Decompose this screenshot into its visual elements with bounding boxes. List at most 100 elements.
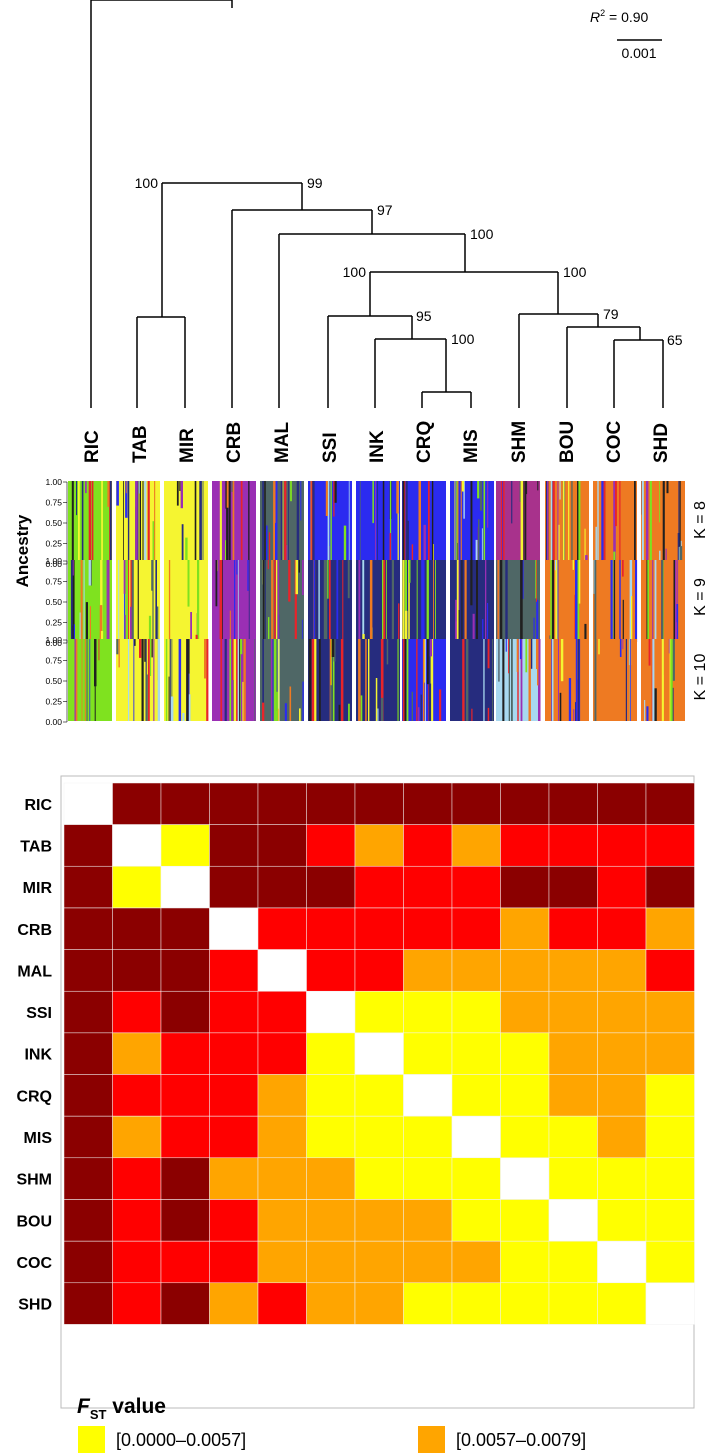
heatmap-cell [112,1282,162,1325]
heatmap-cell [160,949,210,992]
individual-bar [79,612,81,642]
individual-bar [402,639,406,721]
ancestry-block [356,481,400,563]
individual-bar [195,634,198,642]
individual-bar [81,639,83,721]
y-tick-label: 0.00 [45,717,62,727]
heatmap-cell [597,866,647,909]
individual-bar [652,560,654,642]
individual-bar [109,481,112,563]
individual-bar [551,639,554,721]
individual-bar [479,481,483,511]
individual-bar [312,481,314,491]
individual-bar [360,695,363,721]
individual-bar [336,560,339,642]
individual-bar [649,481,652,563]
dendro-branch [136,316,186,408]
individual-bar [151,560,153,591]
individual-bar [154,481,156,563]
individual-bar [240,639,243,655]
population-label: CRB [224,422,245,463]
individual-bar [284,481,287,563]
individual-bar [476,560,478,642]
individual-bar [128,639,130,721]
individual-bar [168,560,171,642]
individual-bar [273,639,277,721]
individual-bar [237,560,239,642]
heatmap-cell [645,824,695,867]
individual-bar [520,560,523,642]
individual-bar [323,560,326,642]
individual-bar [271,560,274,642]
individual-bar [645,481,649,563]
individual-bar [179,481,181,491]
heatmap-cell [63,866,113,909]
individual-bar [262,560,265,642]
individual-bar [301,619,303,642]
individual-bar [382,481,385,563]
heatmap-cell [112,1115,162,1159]
heatmap-cell [354,1032,404,1075]
population-label: RIC [82,430,103,463]
individual-bar [485,560,487,642]
individual-bar [550,481,553,563]
individual-bar [603,481,606,563]
individual-bar [234,560,236,642]
heatmap-cell [209,991,259,1034]
structure-panels: 1.000.750.500.250.001.000.750.500.250.00… [45,477,685,727]
individual-bar [571,481,573,563]
individual-bar [325,481,328,516]
individual-bar [178,639,182,721]
individual-bar [138,481,140,494]
dendrogram [90,0,664,408]
individual-bar [308,639,312,721]
individual-bar [188,639,190,674]
individual-bar [85,481,87,494]
individual-bar [670,639,673,721]
heatmap-cell [451,1282,501,1325]
heatmap-cell [209,782,259,825]
individual-bar [383,560,386,642]
individual-bar [248,481,250,563]
individual-bar [187,560,190,607]
heatmap-cell [403,907,453,950]
individual-bar [535,560,537,599]
individual-bar [372,627,373,642]
support-label: 99 [307,175,323,191]
individual-bar [416,639,418,721]
individual-bar [268,617,270,642]
support-label: 95 [416,308,432,324]
heatmap-cell [451,991,501,1034]
heatmap-cell [403,949,453,992]
individual-bar [455,621,458,642]
individual-bar [501,481,503,563]
individual-bar [342,560,344,642]
heatmap-row-label: INK [24,1047,52,1064]
individual-bar [194,481,197,563]
heatmap-cell [645,1115,695,1159]
heatmap-cell [597,824,647,867]
individual-bar [396,481,399,514]
individual-bar [359,481,361,563]
individual-bar [381,639,384,721]
individual-bar [299,708,301,721]
support-labels: 100 99 97 100 100 100 95 100 79 65 [135,175,683,348]
individual-bar [487,481,489,528]
individual-bar [290,481,292,502]
individual-bar [181,524,184,563]
heatmap-row-label: RIC [24,797,52,814]
individual-bar [147,481,150,563]
individual-bar [151,639,153,658]
heatmap-cell [354,991,404,1034]
heatmap-cell [354,782,404,825]
individual-bar [73,624,75,642]
individual-bar [405,481,408,563]
individual-bar [635,560,638,642]
individual-bar [585,555,588,563]
individual-bar [557,560,559,642]
individual-bar [375,678,378,721]
individual-bar [171,639,173,721]
heatmap-cell [112,1199,162,1242]
fst-heatmap [63,782,695,1325]
individual-bar [433,560,434,642]
